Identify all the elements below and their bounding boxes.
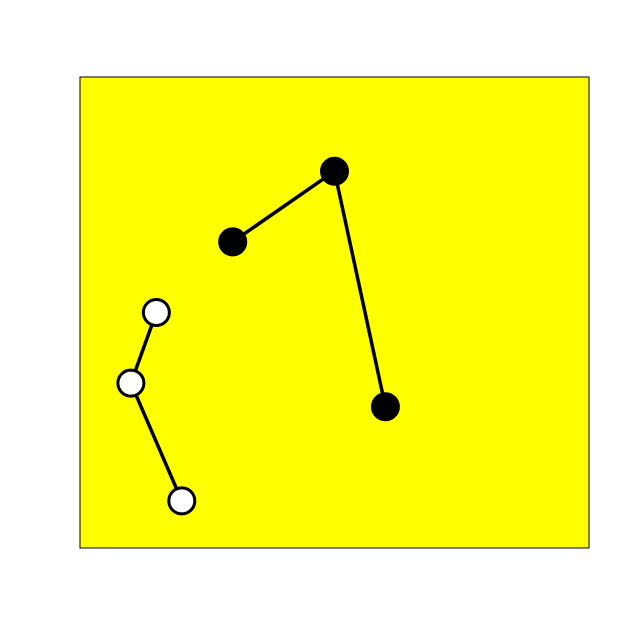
series-1-point-3	[370, 392, 400, 422]
series-2-point-3	[167, 486, 197, 516]
series-1-point-2	[320, 156, 349, 186]
series-layer	[116, 156, 400, 516]
series-1-point-1	[218, 227, 248, 257]
series-1	[218, 156, 400, 422]
series-2	[116, 298, 197, 516]
series-2-point-1	[141, 298, 171, 327]
series-2-point-2	[116, 368, 146, 398]
